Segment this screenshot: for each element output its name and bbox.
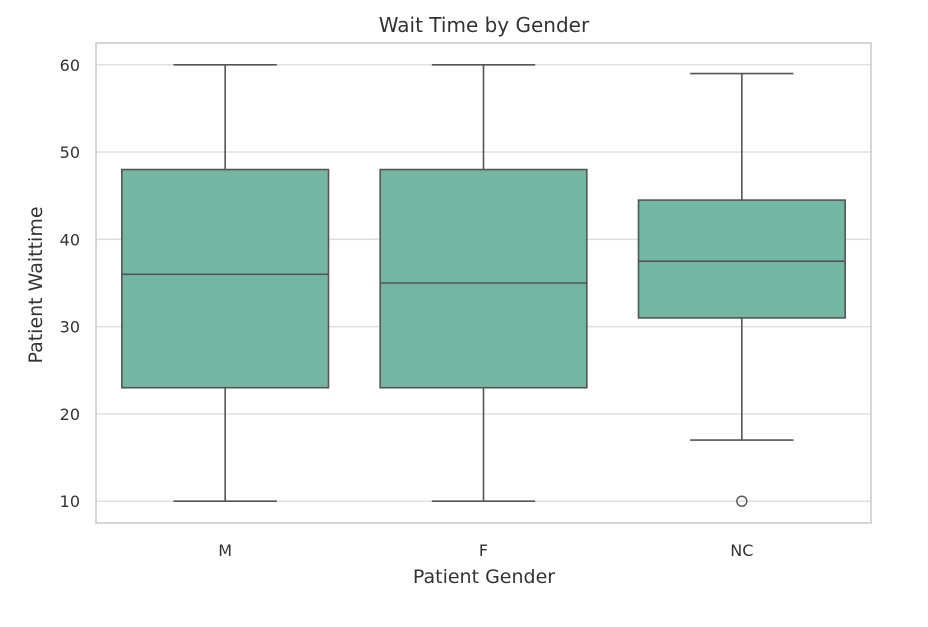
y-tick-label-20: 20 bbox=[60, 405, 80, 424]
y-tick-labels: 10 20 30 40 50 60 bbox=[60, 56, 80, 511]
chart-title: Wait Time by Gender bbox=[379, 13, 590, 37]
y-tick-label-30: 30 bbox=[60, 318, 80, 337]
boxes bbox=[121, 64, 846, 507]
x-tick-label-m: M bbox=[218, 541, 232, 560]
y-tick-label-50: 50 bbox=[60, 143, 80, 162]
x-axis-label: Patient Gender bbox=[413, 566, 555, 588]
box-nc bbox=[637, 72, 846, 507]
y-tick-label-60: 60 bbox=[60, 56, 80, 75]
y-axis-label: Patient Waittime bbox=[25, 206, 47, 363]
outlier-nc-0 bbox=[736, 495, 748, 507]
plot-frame bbox=[95, 42, 872, 524]
y-tick-label-40: 40 bbox=[60, 230, 80, 249]
x-tick-labels: M F NC bbox=[218, 541, 753, 560]
box-m bbox=[121, 64, 330, 502]
iqr-box-nc bbox=[637, 199, 846, 319]
box-f bbox=[379, 64, 588, 502]
iqr-box-f bbox=[379, 168, 588, 389]
x-tick-label-f: F bbox=[479, 541, 488, 560]
y-tick-label-10: 10 bbox=[60, 492, 80, 511]
x-tick-label-nc: NC bbox=[730, 541, 753, 560]
iqr-box-m bbox=[121, 168, 330, 389]
